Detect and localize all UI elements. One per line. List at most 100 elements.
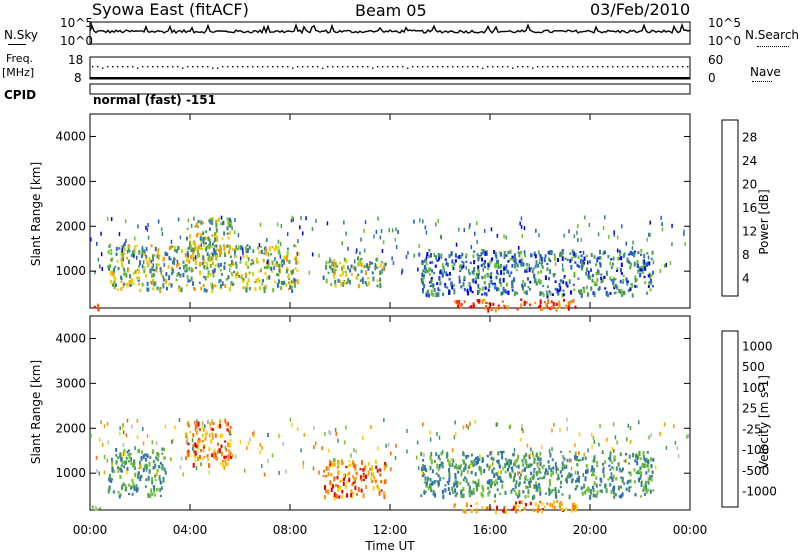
echo-cell (486, 506, 489, 510)
echo-cell (629, 439, 632, 444)
echo-cell (541, 307, 544, 311)
echo-cell (626, 481, 629, 485)
echo-cell (140, 254, 143, 258)
echo-cell (334, 427, 337, 432)
echo-cell (501, 300, 504, 303)
echo-cell (346, 473, 349, 477)
echo-cell (352, 475, 355, 479)
echo-cell (580, 292, 583, 298)
echo-cell (427, 289, 430, 294)
nave-point (232, 66, 234, 68)
echo-cell (336, 265, 339, 268)
echo-cell (640, 249, 643, 253)
nave-point (682, 66, 684, 68)
nave-point (267, 66, 269, 68)
echo-cell (580, 254, 583, 258)
echo-cell (186, 247, 189, 251)
ytick-label: 4000 (55, 129, 86, 143)
echo-cell (523, 250, 526, 255)
echo-cell (252, 431, 254, 436)
echo-cell (225, 421, 228, 427)
echo-cell (606, 437, 608, 442)
echo-cell (218, 217, 220, 222)
echo-cell (451, 264, 454, 269)
echo-cell (641, 265, 644, 269)
echo-cell (152, 263, 154, 268)
echo-cell (357, 273, 360, 276)
echo-cell (453, 503, 456, 506)
echo-cell (628, 454, 631, 459)
echo-cell (602, 466, 605, 470)
echo-cell (565, 281, 568, 286)
nave-point (662, 66, 664, 68)
echo-cell (202, 434, 204, 438)
echo-cell (110, 457, 113, 461)
echo-cell (374, 459, 377, 464)
echo-cell (512, 487, 515, 491)
echo-cell (644, 281, 647, 285)
echo-cell (154, 479, 157, 482)
echo-cell (338, 460, 341, 466)
echo-cell (345, 231, 347, 236)
echo-cell (547, 460, 550, 464)
echo-cell (445, 271, 448, 276)
echo-cell (149, 456, 152, 459)
echo-cell (144, 453, 147, 457)
echo-cell (315, 441, 317, 446)
cpid-strip-frame (89, 83, 691, 95)
echo-cell (430, 279, 432, 284)
echo-cell (244, 272, 247, 278)
echo-cell (609, 458, 612, 462)
echo-cell (144, 458, 147, 462)
echo-cell (457, 470, 460, 474)
echo-cell (631, 293, 634, 298)
echo-cell (588, 223, 591, 227)
echo-cell (150, 259, 153, 264)
echo-cell (168, 256, 171, 261)
echo-cell (525, 485, 528, 490)
echo-cell (328, 430, 330, 434)
echo-cell (423, 265, 426, 270)
colorbar-tick-label: 25 (742, 402, 757, 416)
echo-cell (483, 274, 486, 279)
echo-cell (193, 287, 195, 291)
echo-cell (186, 227, 189, 231)
echo-cell (377, 487, 380, 491)
nave-point (202, 66, 204, 68)
echo-cell (638, 420, 640, 425)
echo-cell (379, 270, 382, 276)
echo-cell (537, 508, 540, 511)
echo-cell (614, 435, 617, 440)
echo-cell (341, 495, 344, 500)
echo-cell (228, 249, 231, 255)
nave-point (677, 66, 679, 68)
echo-cell (683, 229, 685, 234)
echo-cell (464, 463, 467, 467)
echo-cell (597, 287, 600, 291)
echo-cell (595, 476, 598, 480)
echo-cell (133, 253, 135, 258)
echo-cell (528, 267, 531, 273)
echo-cell (507, 260, 510, 263)
echo-cell (612, 422, 615, 427)
echo-cell (375, 230, 378, 234)
echo-cell (205, 289, 208, 293)
echo-cell (155, 456, 158, 460)
echo-cell (540, 270, 543, 274)
echo-cell (206, 430, 208, 435)
colorbar-tick-label: 28 (742, 131, 757, 145)
echo-cell (199, 270, 202, 276)
echo-cell (451, 284, 454, 290)
nave-point (512, 67, 514, 69)
echo-cell (420, 494, 423, 497)
echo-cell (579, 259, 582, 264)
echo-cell (518, 489, 521, 494)
echo-cell (532, 477, 535, 481)
nave-point (157, 66, 159, 68)
echo-cell (336, 475, 339, 480)
echo-cell (620, 256, 623, 261)
echo-cell (353, 477, 356, 482)
echo-cell (150, 488, 153, 494)
echo-cell (536, 487, 539, 492)
echo-cell (355, 249, 358, 254)
